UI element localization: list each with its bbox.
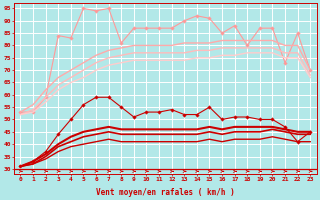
X-axis label: Vent moyen/en rafales ( km/h ): Vent moyen/en rafales ( km/h ) <box>96 188 235 197</box>
